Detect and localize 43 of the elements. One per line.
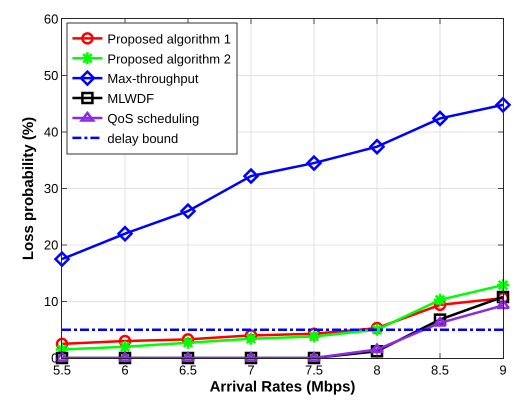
x-tick-label: 7.5 (304, 362, 324, 378)
point (118, 352, 132, 362)
point (496, 278, 510, 292)
x-tick-label: 9 (499, 362, 507, 378)
point (432, 110, 448, 126)
point (180, 203, 196, 219)
point (118, 339, 132, 354)
x-axis-title: Arrival Rates (Mbps) (210, 378, 356, 396)
x-tick-label: 8.5 (430, 362, 450, 378)
point (496, 299, 510, 310)
point (370, 343, 384, 354)
y-tick-label: 40 (44, 124, 58, 140)
legend-label: MLWDF (107, 91, 154, 106)
x-tick-label: 6.5 (178, 362, 198, 378)
y-tick-label: 60 (44, 12, 58, 27)
point (306, 155, 322, 171)
legend-label: Proposed algorithm 1 (107, 31, 231, 46)
legend-label: delay bound (107, 130, 178, 146)
x-tick-label: 6 (121, 362, 129, 378)
point (243, 168, 259, 184)
legend-label: Max-throughput (107, 71, 199, 86)
x-tick-label: 5.5 (52, 362, 72, 378)
point (117, 226, 133, 242)
point (495, 97, 511, 113)
y-axis-title: Loss probability (%) (20, 116, 38, 260)
point (180, 352, 196, 362)
x-tick-label: 7 (247, 362, 255, 378)
point (54, 251, 70, 267)
legend-label: QoS scheduling (107, 111, 200, 126)
point (432, 316, 448, 327)
point (244, 352, 258, 362)
point (306, 352, 322, 362)
legend-label: Proposed algorithm 2 (107, 51, 231, 66)
point (244, 332, 258, 346)
y-tick-label: 30 (44, 181, 58, 196)
y-tick-label: 50 (44, 68, 58, 84)
point (432, 292, 448, 308)
x-tick-label: 8 (373, 362, 381, 378)
y-tick-label: 10 (44, 294, 58, 310)
point (306, 329, 322, 344)
y-tick-label: 20 (44, 238, 58, 253)
point (369, 138, 385, 154)
point (180, 336, 196, 350)
